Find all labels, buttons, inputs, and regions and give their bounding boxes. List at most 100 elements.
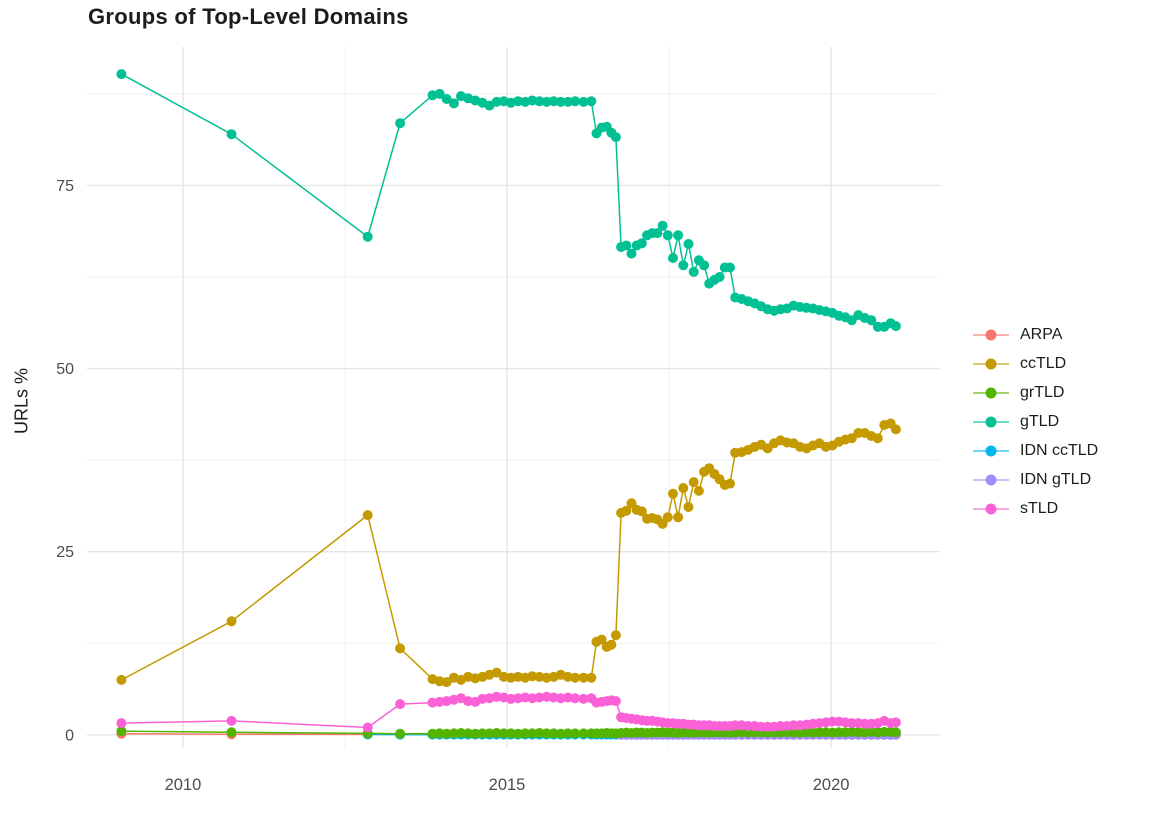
data-point xyxy=(527,728,538,739)
data-point xyxy=(725,262,735,273)
data-point xyxy=(226,129,237,140)
data-point xyxy=(555,728,566,739)
data-point xyxy=(562,728,573,739)
data-point xyxy=(688,266,699,277)
data-point xyxy=(116,726,127,737)
data-point xyxy=(491,667,502,678)
series-stld xyxy=(116,691,901,733)
legend-key-icon xyxy=(973,474,1009,485)
data-point xyxy=(668,488,678,499)
data-point xyxy=(362,722,373,733)
series-grtld xyxy=(116,726,901,739)
data-point xyxy=(434,88,445,99)
data-point xyxy=(395,118,406,129)
data-point xyxy=(725,478,735,489)
data-point xyxy=(434,728,445,739)
series-gtld xyxy=(116,69,901,332)
data-point xyxy=(491,728,502,738)
data-point xyxy=(621,505,632,516)
data-point xyxy=(636,238,647,249)
x-tick-label: 2015 xyxy=(489,776,526,794)
data-point xyxy=(570,672,581,683)
data-point xyxy=(626,248,637,259)
data-point xyxy=(362,510,373,521)
legend-key-icon xyxy=(973,387,1009,398)
legend-key-icon xyxy=(973,503,1009,514)
data-point xyxy=(683,239,694,249)
data-point xyxy=(226,715,237,726)
data-point xyxy=(395,728,406,739)
data-point xyxy=(586,672,597,683)
chart-title: Groups of Top-Level Domains xyxy=(88,4,409,29)
data-point xyxy=(610,696,621,707)
data-point xyxy=(441,677,452,688)
data-point xyxy=(596,634,607,645)
data-point xyxy=(226,616,237,627)
data-point xyxy=(441,728,452,739)
grid-minor xyxy=(87,47,940,748)
data-point xyxy=(636,506,647,517)
data-point xyxy=(448,728,459,739)
data-point xyxy=(570,693,581,704)
legend-item-stld: sTLD xyxy=(972,494,1098,523)
data-point xyxy=(683,502,694,512)
data-point xyxy=(606,639,617,650)
data-point xyxy=(534,728,545,738)
legend-item-grtld: grTLD xyxy=(972,378,1098,407)
data-point xyxy=(693,485,704,496)
data-point xyxy=(513,96,523,107)
legend-label: IDN gTLD xyxy=(1020,470,1092,488)
data-point xyxy=(673,512,684,523)
data-point xyxy=(662,512,673,523)
y-tick-label: 75 xyxy=(56,178,74,195)
data-point xyxy=(534,96,545,107)
data-point xyxy=(491,96,502,107)
data-point xyxy=(484,728,495,739)
data-point xyxy=(226,727,237,738)
data-point xyxy=(570,728,581,739)
data-point xyxy=(456,728,466,738)
data-point xyxy=(678,483,689,493)
data-point xyxy=(872,433,883,444)
data-point xyxy=(362,231,373,242)
series-cctld xyxy=(116,418,901,688)
data-point xyxy=(890,321,901,332)
data-point xyxy=(470,728,481,739)
legend-label: grTLD xyxy=(1020,383,1065,401)
axis-tick-labels: 0 25 50 75 2010 2015 2020 xyxy=(56,178,849,794)
y-tick-label: 0 xyxy=(65,727,74,744)
data-point xyxy=(562,96,573,107)
data-point xyxy=(662,230,673,241)
legend-item-cctld: ccTLD xyxy=(972,349,1098,378)
x-tick-label: 2020 xyxy=(813,776,850,794)
legend-item-idn-gtld: IDN gTLD xyxy=(972,465,1098,494)
legend-item-arpa: ARPA xyxy=(972,320,1098,349)
data-point xyxy=(652,228,663,239)
data-point xyxy=(513,728,523,739)
data-point xyxy=(610,630,621,641)
data-point xyxy=(866,315,877,326)
data-point xyxy=(116,674,127,685)
legend-label: sTLD xyxy=(1020,499,1059,517)
data-point xyxy=(610,132,621,143)
legend-label: ccTLD xyxy=(1020,354,1067,372)
legend-key-icon xyxy=(973,416,1009,427)
data-point xyxy=(578,693,589,704)
legend-key-icon xyxy=(973,358,1009,369)
data-point xyxy=(570,96,581,107)
data-point xyxy=(578,728,589,739)
data-point xyxy=(688,477,699,488)
legend-key-icon xyxy=(973,445,1009,456)
data-point xyxy=(668,253,678,263)
data-point xyxy=(621,240,632,251)
data-point xyxy=(890,424,901,435)
legend-item-gtld: gTLD xyxy=(972,407,1098,436)
data-point xyxy=(699,260,710,271)
data-point xyxy=(586,96,597,107)
legend-label: gTLD xyxy=(1020,412,1060,430)
data-point xyxy=(116,69,127,80)
data-point xyxy=(562,692,573,703)
data-point xyxy=(673,230,684,241)
